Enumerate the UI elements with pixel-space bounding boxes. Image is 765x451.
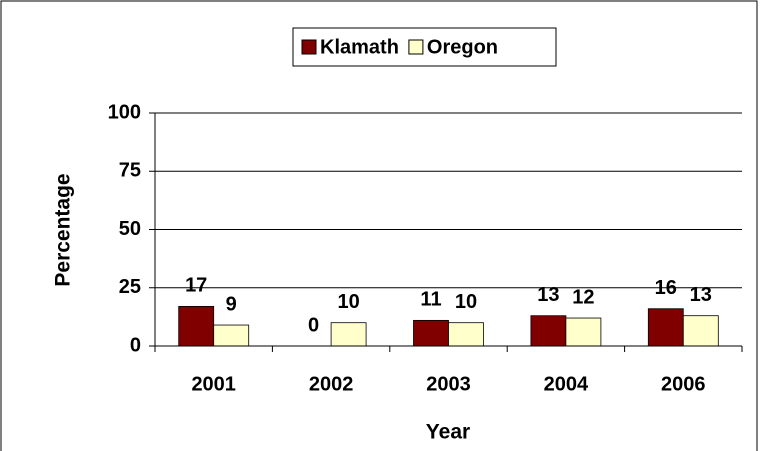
data-label: 0 [308, 314, 319, 336]
data-label: 16 [655, 277, 677, 299]
bar [530, 315, 567, 347]
y-tick-label: 50 [119, 218, 141, 240]
x-tick-label: 2001 [191, 373, 236, 395]
x-tick-label: 2003 [426, 373, 471, 395]
bar [565, 317, 602, 347]
x-tick-label: 2002 [309, 373, 354, 395]
data-label: 17 [185, 275, 207, 297]
legend-swatch [408, 39, 424, 55]
data-label: 13 [537, 284, 559, 306]
bar [178, 305, 215, 347]
legend-label: Oregon [427, 36, 498, 58]
y-tick-label: 25 [119, 276, 141, 298]
bar [213, 324, 250, 347]
bar [682, 315, 719, 347]
bar [413, 319, 449, 347]
y-tick-label: 0 [130, 334, 141, 356]
bar [330, 322, 367, 347]
data-label: 12 [572, 286, 594, 308]
legend-swatch [301, 39, 317, 55]
x-tick-label: 2004 [544, 373, 589, 395]
data-label: 11 [420, 289, 441, 311]
bar [647, 308, 684, 347]
data-label: 9 [226, 293, 237, 315]
legend-box [292, 27, 557, 67]
y-tick-label: 100 [108, 101, 141, 123]
legend-label: Klamath [320, 36, 399, 58]
data-label: 10 [337, 291, 359, 313]
x-tick-label: 2006 [661, 373, 706, 395]
bar [448, 322, 484, 347]
data-label: 13 [690, 284, 712, 306]
x-axis-title: Year [426, 421, 470, 444]
y-tick-label: 75 [119, 160, 141, 182]
y-axis-title: Percentage [52, 173, 75, 286]
data-label: 10 [455, 291, 477, 313]
